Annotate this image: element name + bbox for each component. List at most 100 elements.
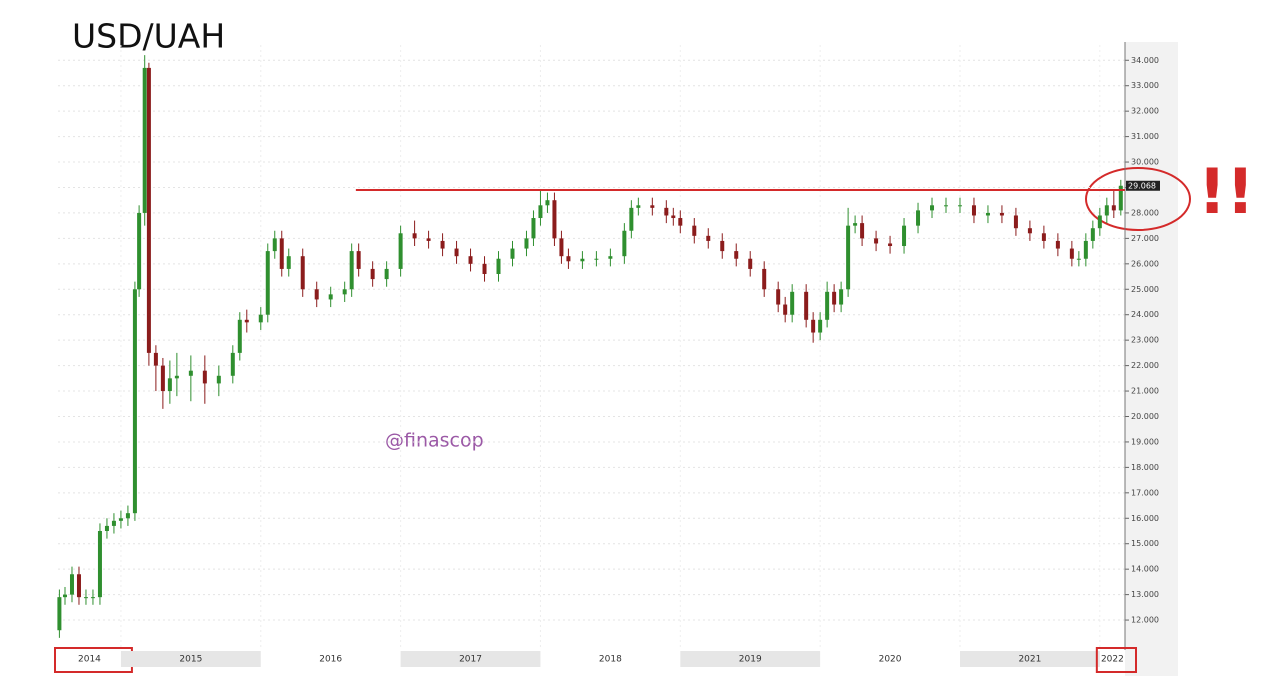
candle-body <box>1111 205 1116 211</box>
candle-body <box>580 258 585 262</box>
y-tick-label: 22.000 <box>1131 361 1159 370</box>
candle-body <box>286 256 291 269</box>
candle-body <box>957 205 962 207</box>
y-tick-label: 31.000 <box>1131 132 1159 141</box>
x-tick-label: 2015 <box>179 655 202 665</box>
candle-body <box>300 256 305 290</box>
y-tick-label: 13.000 <box>1131 590 1159 599</box>
candle-body <box>720 240 725 252</box>
y-tick-label: 19.000 <box>1131 437 1159 446</box>
highlight-circle <box>1085 167 1191 231</box>
candle-body <box>748 258 753 269</box>
candle-body <box>839 289 844 305</box>
candle-body <box>118 518 123 521</box>
candle-body <box>57 597 62 631</box>
x-tick-label: 2018 <box>599 655 622 665</box>
candle-body <box>1027 228 1032 234</box>
candle-body <box>811 319 816 333</box>
y-tick-label: 17.000 <box>1131 488 1159 497</box>
y-tick-label: 26.000 <box>1131 259 1159 268</box>
candle-body <box>706 235 711 241</box>
candle-body <box>671 215 676 219</box>
candle-body <box>608 256 613 259</box>
x-tick-label: 2022 <box>1101 655 1124 665</box>
candle-body <box>524 238 529 249</box>
candle-body <box>678 218 683 226</box>
year-band <box>959 651 1100 667</box>
candle-body <box>860 223 865 239</box>
candle-body <box>664 207 669 216</box>
candle-body <box>349 251 354 290</box>
candle-body <box>531 218 536 239</box>
candle-body <box>69 574 74 595</box>
last-price-box <box>1126 180 1160 191</box>
y-tick-label: 16.000 <box>1131 514 1159 523</box>
candle-body <box>384 268 389 280</box>
candle-body <box>650 205 655 208</box>
y-tick-label: 20.000 <box>1131 412 1159 421</box>
candle-body <box>971 205 976 216</box>
candle-body <box>566 256 571 262</box>
y-tick-label: 15.000 <box>1131 539 1159 548</box>
candle-body <box>314 289 319 300</box>
candle-body <box>90 597 95 599</box>
candle-body <box>237 319 242 353</box>
x-tick-label: 2021 <box>1018 655 1041 665</box>
year-band <box>680 651 821 667</box>
candle-body <box>174 375 179 379</box>
candle-body <box>83 597 88 599</box>
candle-body <box>594 258 599 260</box>
candle-body <box>97 530 102 598</box>
candle-body <box>1090 228 1095 241</box>
candle-body <box>1076 258 1081 260</box>
candle-body <box>146 67 151 353</box>
candle-body <box>202 370 207 384</box>
year-band <box>120 651 261 667</box>
candle-body <box>142 67 147 213</box>
candle-body <box>1055 240 1060 249</box>
candle-body <box>160 365 165 392</box>
candle-body <box>818 319 823 333</box>
candle-body <box>426 238 431 241</box>
candle-body <box>888 243 893 247</box>
candle-body <box>137 212 142 290</box>
x-tick-label: 2014 <box>78 655 101 665</box>
candle-body <box>188 370 193 376</box>
candle-body <box>999 212 1004 216</box>
y-tick-label: 28.000 <box>1131 208 1159 217</box>
candles <box>57 55 1123 638</box>
candle-body <box>1083 240 1088 259</box>
chart-title: USD/UAH <box>72 17 225 56</box>
candle-body <box>783 304 788 315</box>
candle-body <box>776 289 781 305</box>
candle-body <box>734 251 739 259</box>
watermark: @finascop <box>385 430 484 452</box>
candle-body <box>272 238 277 252</box>
candle-body <box>874 238 879 244</box>
y-tick-label: 30.000 <box>1131 158 1159 167</box>
candle-body <box>230 352 235 376</box>
candle-body <box>790 291 795 315</box>
candle-body <box>167 378 172 392</box>
candle-body <box>328 294 333 300</box>
candle-body <box>1097 215 1102 229</box>
x-tick-label: 2017 <box>459 655 482 665</box>
candle-body <box>1104 205 1109 216</box>
candle-body <box>930 205 935 211</box>
candle-body <box>216 375 221 384</box>
candle-body <box>356 251 361 269</box>
year-band <box>400 651 541 667</box>
axis-panel <box>1125 42 1178 676</box>
candle-body <box>258 314 263 323</box>
y-tick-label: 14.000 <box>1131 565 1159 574</box>
candle-body <box>985 212 990 216</box>
candle-body <box>342 289 347 295</box>
candle-body <box>902 225 907 247</box>
y-tick-label: 34.000 <box>1131 56 1159 65</box>
candle-body <box>629 207 634 231</box>
y-tick-label: 32.000 <box>1131 107 1159 116</box>
y-tick-label: 25.000 <box>1131 285 1159 294</box>
candle-body <box>153 352 158 366</box>
overlay: 29.068 <box>355 180 1160 192</box>
candle-body <box>538 205 543 219</box>
